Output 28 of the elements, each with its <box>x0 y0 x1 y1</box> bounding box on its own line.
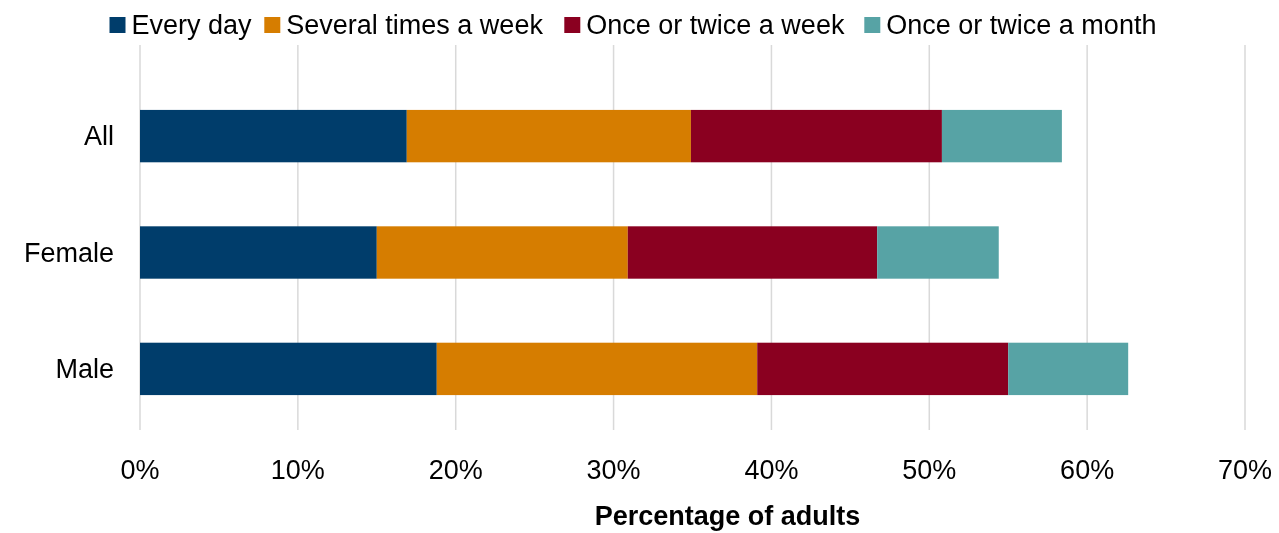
bar <box>627 226 878 279</box>
y-tick-label: All <box>83 121 114 152</box>
x-tick-label: 10% <box>270 455 325 485</box>
legend-label: Once or twice a week <box>586 10 845 40</box>
bar <box>1008 342 1129 396</box>
bar <box>757 342 1009 396</box>
legend-label: Every day <box>131 10 253 40</box>
bar <box>376 226 628 279</box>
legend-label: Several times a week <box>286 10 544 40</box>
bar <box>140 109 407 163</box>
bar <box>436 342 758 396</box>
y-tick-label: Male <box>55 353 114 384</box>
bar <box>877 226 999 279</box>
bar <box>690 109 942 163</box>
x-tick-label: 40% <box>744 455 799 485</box>
x-tick-label: 20% <box>428 455 483 485</box>
x-axis-title: Percentage of adults <box>594 501 861 531</box>
bar <box>406 109 691 163</box>
legend-label: Once or twice a month <box>886 10 1157 40</box>
bar <box>140 226 377 279</box>
bar <box>941 109 1062 163</box>
y-tick-label: Female <box>23 237 114 268</box>
x-tick-label: 70% <box>1217 455 1273 485</box>
x-tick-label: 50% <box>902 455 957 485</box>
x-tick-label: 0% <box>120 455 160 485</box>
bar <box>140 342 437 396</box>
x-tick-label: 30% <box>586 455 641 485</box>
x-tick-label: 60% <box>1060 455 1115 485</box>
